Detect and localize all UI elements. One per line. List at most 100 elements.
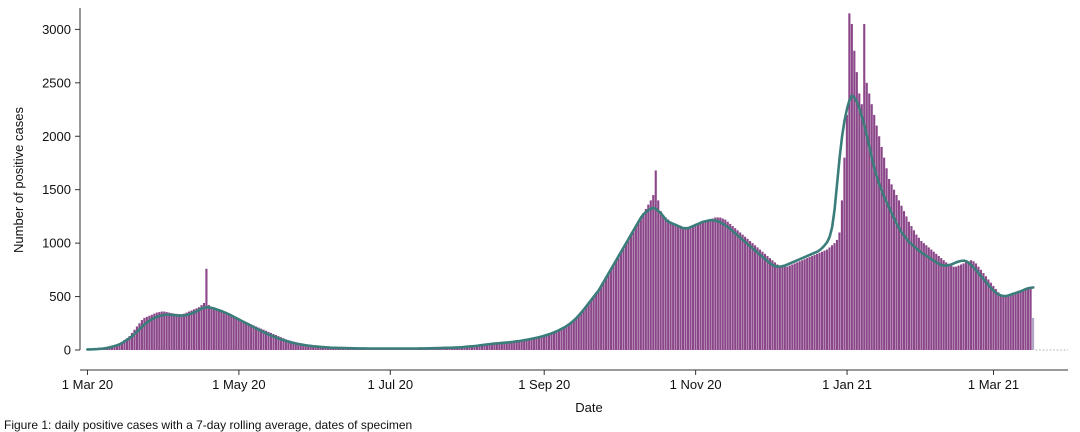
daily-bar — [686, 228, 690, 350]
daily-bar — [160, 311, 163, 350]
daily-bar — [257, 327, 260, 350]
y-tick-label: 0 — [64, 343, 71, 358]
daily-bar — [309, 345, 312, 350]
daily-bar — [729, 223, 732, 350]
daily-bar — [731, 226, 734, 350]
daily-bar — [905, 216, 908, 350]
daily-bar — [994, 289, 997, 350]
daily-bar — [821, 251, 824, 350]
daily-bar — [756, 247, 759, 350]
daily-bar — [279, 337, 282, 350]
daily-bar — [694, 226, 697, 350]
daily-bar — [510, 341, 513, 350]
daily-bar — [749, 240, 752, 350]
daily-bar — [850, 24, 853, 351]
daily-bar — [629, 234, 632, 350]
daily-bar — [816, 253, 819, 350]
daily-bar — [947, 264, 950, 350]
daily-bar — [691, 227, 695, 350]
daily-bar — [607, 273, 610, 350]
x-tick-label: 1 Sep 20 — [518, 377, 570, 392]
daily-bar — [721, 218, 724, 350]
daily-bar — [801, 260, 804, 350]
daily-bar — [118, 343, 121, 350]
daily-bar — [863, 24, 866, 351]
daily-bar — [736, 230, 739, 350]
daily-bars — [86, 13, 1068, 351]
daily-bar — [312, 345, 315, 350]
daily-bar — [461, 347, 464, 350]
daily-bar — [979, 269, 982, 350]
daily-bar — [205, 268, 208, 350]
daily-bar — [902, 211, 906, 350]
daily-bar — [952, 266, 955, 350]
daily-bar — [771, 260, 774, 350]
daily-bar — [992, 285, 995, 351]
daily-bar — [289, 340, 292, 350]
daily-bar — [212, 308, 215, 350]
daily-bar — [967, 261, 970, 350]
average-line — [86, 94, 1035, 351]
daily-bar — [567, 324, 570, 350]
daily-bar — [818, 252, 821, 350]
daily-bar — [649, 200, 652, 351]
daily-bar — [187, 311, 191, 350]
daily-bar — [647, 204, 650, 350]
daily-bar — [183, 313, 186, 350]
daily-bar — [739, 232, 742, 350]
daily-bar — [1009, 295, 1012, 350]
daily-bar — [547, 334, 551, 350]
daily-bar — [937, 255, 940, 350]
daily-bar — [267, 331, 270, 350]
daily-bar — [982, 273, 985, 350]
daily-bar — [470, 346, 474, 350]
daily-bar — [590, 299, 593, 350]
daily-bar — [930, 249, 933, 350]
daily-bar — [699, 223, 702, 350]
daily-bar — [111, 346, 114, 350]
daily-bar — [960, 264, 963, 350]
daily-bar — [264, 330, 268, 350]
daily-bar — [269, 332, 273, 350]
daily-bar — [843, 157, 846, 351]
daily-bar — [870, 104, 873, 350]
daily-bar — [999, 294, 1002, 350]
daily-bar — [689, 228, 692, 350]
daily-bar — [746, 238, 749, 350]
daily-bar — [1004, 296, 1007, 350]
daily-bar — [974, 263, 978, 350]
daily-bar — [895, 195, 898, 350]
daily-bar — [659, 211, 662, 350]
daily-bar — [667, 219, 670, 350]
daily-bar — [247, 323, 250, 350]
daily-bar — [587, 302, 590, 350]
daily-bar — [880, 146, 883, 350]
daily-bar — [262, 329, 265, 350]
daily-bar — [575, 317, 578, 350]
daily-bar — [210, 307, 213, 350]
daily-bar — [873, 114, 876, 351]
daily-bar — [190, 310, 193, 350]
daily-bar — [684, 228, 687, 350]
daily-bar — [788, 265, 791, 350]
daily-bar — [297, 342, 300, 350]
daily-bar — [125, 338, 129, 350]
daily-bar — [945, 262, 948, 350]
daily-bar — [696, 224, 700, 350]
daily-bar — [287, 340, 290, 350]
daily-bar — [622, 247, 625, 350]
daily-bar — [145, 316, 148, 350]
daily-bar — [277, 336, 280, 350]
daily-bar — [634, 226, 637, 350]
daily-bar — [783, 266, 786, 350]
y-axis-title: Number of positive cases — [11, 107, 26, 253]
daily-bar — [217, 310, 220, 350]
daily-bar — [977, 266, 980, 350]
daily-bar — [508, 342, 511, 350]
daily-bar — [865, 82, 868, 350]
daily-bar — [143, 317, 146, 350]
daily-bar — [927, 247, 930, 350]
daily-bar — [252, 325, 255, 350]
daily-bar — [808, 257, 811, 350]
y-tick-label: 500 — [49, 289, 71, 304]
